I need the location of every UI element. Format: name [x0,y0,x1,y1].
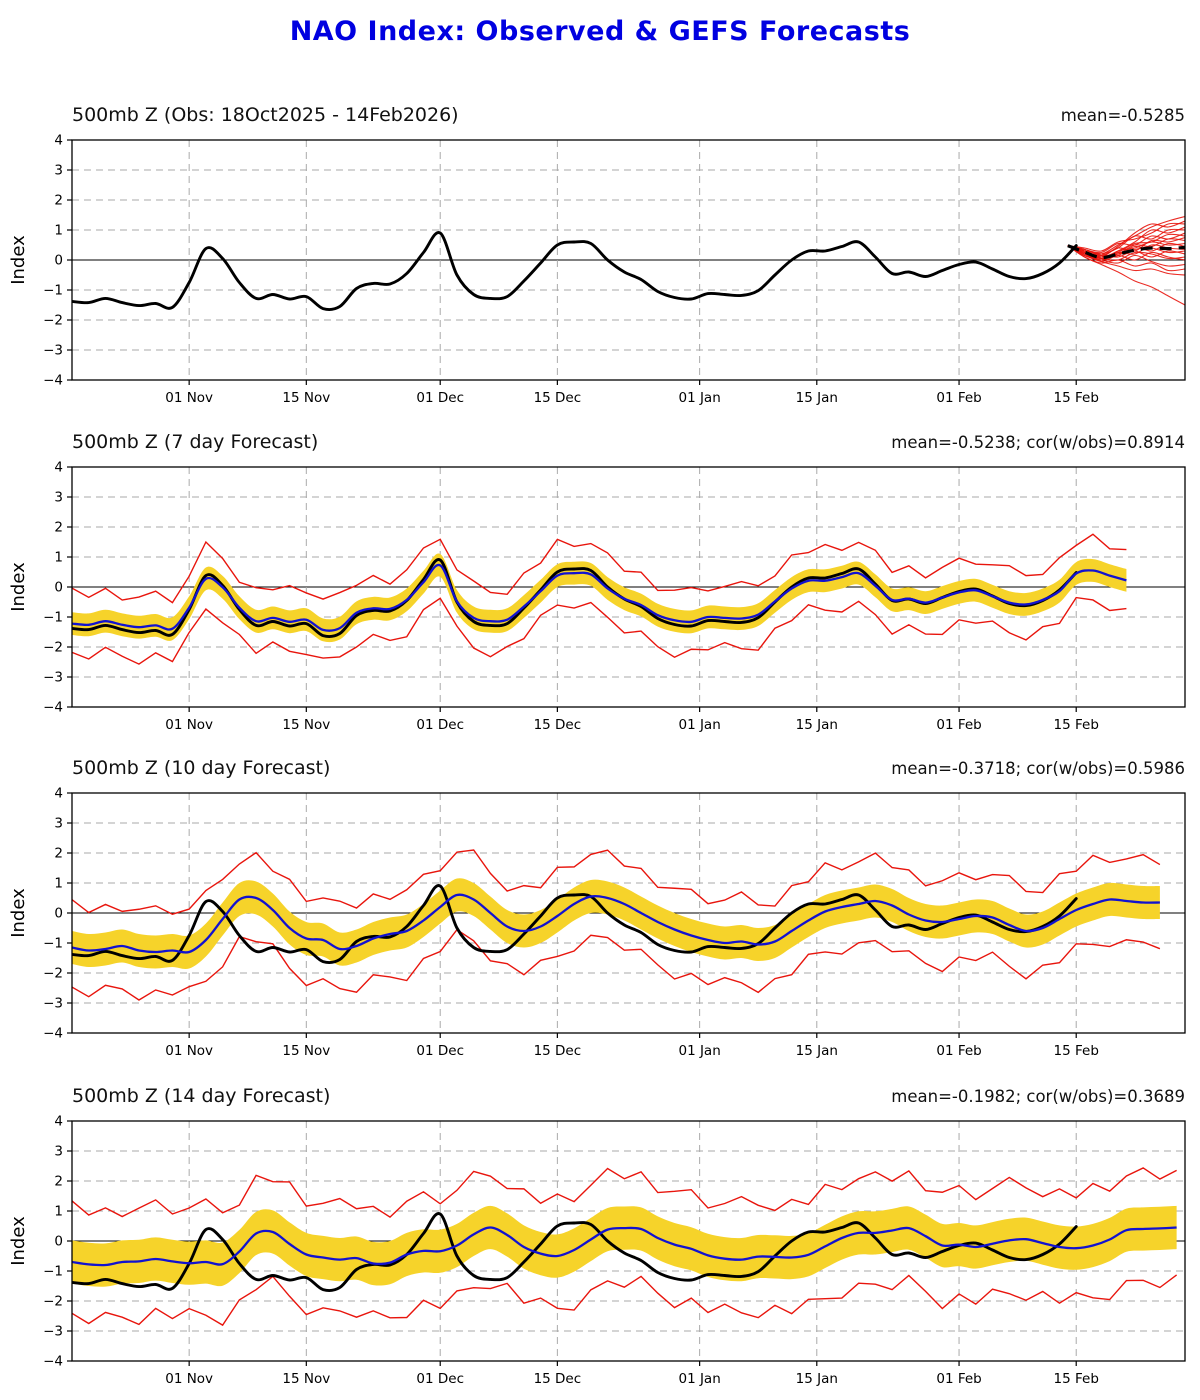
svg-text:−1: −1 [43,283,63,299]
panel-2-7day-forecast-chart: 4 3 2 1 0 −1 −2 −3 −4 01 Nov 15 Nov 01 Dec 15 Dec 01 … [8,461,1186,733]
svg-text:−3: −3 [43,670,63,686]
svg-text:01 Jan: 01 Jan [678,390,720,406]
svg-text:15 Dec: 15 Dec [534,717,582,733]
svg-text:15 Jan: 15 Jan [796,390,838,406]
svg-text:15 Dec: 15 Dec [534,1043,582,1059]
svg-text:4: 4 [54,1115,63,1130]
panel-1-stats: mean=-0.5285 [1060,106,1185,125]
svg-text:−4: −4 [43,373,63,389]
svg-text:2: 2 [54,193,63,209]
panel-3-title: 500mb Z (10 day Forecast) [72,757,331,779]
svg-text:−1: −1 [43,936,63,952]
svg-text:−1: −1 [43,610,63,626]
svg-text:0: 0 [54,906,63,922]
svg-text:01 Nov: 01 Nov [165,390,213,406]
svg-text:15 Jan: 15 Jan [796,717,838,733]
svg-text:1: 1 [54,1204,63,1220]
svg-text:−2: −2 [43,966,63,982]
svg-text:0: 0 [54,253,63,269]
svg-text:4: 4 [54,787,63,802]
panel-1-header: 500mb Z (Obs: 18Oct2025 - 14Feb2026) mea… [72,104,1185,126]
svg-text:15 Jan: 15 Jan [796,1371,838,1387]
svg-text:15 Feb: 15 Feb [1054,390,1099,406]
svg-text:4: 4 [54,134,63,149]
svg-text:15 Nov: 15 Nov [282,390,330,406]
svg-text:−3: −3 [43,996,63,1012]
svg-text:15 Nov: 15 Nov [282,1371,330,1387]
svg-text:01 Feb: 01 Feb [936,1043,981,1059]
svg-text:01 Dec: 01 Dec [416,1043,464,1059]
y-axis-label: Index [8,235,29,285]
svg-text:−2: −2 [43,640,63,656]
svg-text:3: 3 [54,490,63,506]
svg-text:−4: −4 [43,1354,63,1370]
svg-text:1: 1 [54,876,63,892]
y-axis-label: Index [8,562,29,612]
svg-text:01 Jan: 01 Jan [678,1371,720,1387]
svg-text:01 Feb: 01 Feb [936,1371,981,1387]
svg-text:01 Dec: 01 Dec [416,1371,464,1387]
panel-4-14day-forecast-chart: 4 3 2 1 0 −1 −2 −3 −4 01 Nov 15 Nov 01 Dec 15 Dec 01 … [8,1115,1186,1387]
svg-text:15 Dec: 15 Dec [534,390,582,406]
svg-text:1: 1 [54,550,63,566]
panel-3-header: 500mb Z (10 day Forecast) mean=-0.3718; … [72,757,1185,779]
svg-text:0: 0 [54,580,63,596]
svg-text:0: 0 [54,1234,63,1250]
panel-4-title: 500mb Z (14 day Forecast) [72,1085,331,1107]
svg-text:3: 3 [54,163,63,179]
svg-text:15 Nov: 15 Nov [282,1043,330,1059]
svg-text:−2: −2 [43,1294,63,1310]
panel-4-stats: mean=-0.1982; cor(w/obs)=0.3689 [891,1087,1185,1106]
svg-text:3: 3 [54,816,63,832]
svg-text:15 Nov: 15 Nov [282,717,330,733]
svg-text:01 Feb: 01 Feb [936,390,981,406]
svg-text:−4: −4 [43,700,63,716]
panel-4-header: 500mb Z (14 day Forecast) mean=-0.1982; … [72,1085,1185,1107]
svg-text:01 Nov: 01 Nov [165,1371,213,1387]
page-title: NAO Index: Observed & GEFS Forecasts [289,16,911,47]
svg-text:−1: −1 [43,1264,63,1280]
svg-text:15 Dec: 15 Dec [534,1371,582,1387]
svg-text:01 Nov: 01 Nov [165,1043,213,1059]
svg-text:2: 2 [54,846,63,862]
svg-text:15 Feb: 15 Feb [1054,1043,1099,1059]
svg-text:1: 1 [54,223,63,239]
panel-3-10day-forecast-chart: 4 3 2 1 0 −1 −2 −3 −4 01 Nov 15 Nov 01 Dec 15 Dec 01 … [8,787,1186,1059]
svg-text:01 Feb: 01 Feb [936,717,981,733]
svg-text:2: 2 [54,1174,63,1190]
svg-text:−3: −3 [43,1324,63,1340]
svg-text:01 Dec: 01 Dec [416,717,464,733]
svg-text:−2: −2 [43,313,63,329]
panel-1-title: 500mb Z (Obs: 18Oct2025 - 14Feb2026) [72,104,459,126]
svg-text:4: 4 [54,461,63,476]
y-axis-label: Index [8,888,29,938]
svg-text:2: 2 [54,520,63,536]
panel-2-header: 500mb Z (7 day Forecast) mean=-0.5238; c… [72,431,1185,453]
svg-text:3: 3 [54,1144,63,1160]
panel-1-observed-chart: 4 3 2 1 0 −1 −2 −3 −4 01 Nov 15 Nov 01 Dec 15 Dec 01 … [8,134,1186,406]
svg-text:15 Feb: 15 Feb [1054,717,1099,733]
panel-2-title: 500mb Z (7 day Forecast) [72,431,319,453]
svg-text:15 Feb: 15 Feb [1054,1371,1099,1387]
svg-text:−4: −4 [43,1026,63,1042]
panel-3-stats: mean=-0.3718; cor(w/obs)=0.5986 [891,759,1185,778]
svg-text:01 Jan: 01 Jan [678,1043,720,1059]
svg-text:15 Jan: 15 Jan [796,1043,838,1059]
svg-text:01 Nov: 01 Nov [165,717,213,733]
svg-text:−3: −3 [43,343,63,359]
y-axis-label: Index [8,1216,29,1266]
svg-text:01 Jan: 01 Jan [678,717,720,733]
panel-2-stats: mean=-0.5238; cor(w/obs)=0.8914 [891,433,1185,452]
svg-text:01 Dec: 01 Dec [416,390,464,406]
